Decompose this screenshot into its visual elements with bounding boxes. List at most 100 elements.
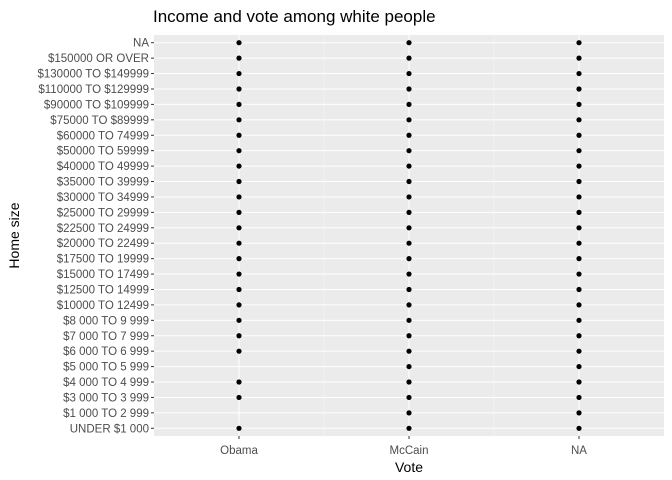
data-point xyxy=(406,379,412,385)
data-point xyxy=(236,394,242,401)
y-tick-label: $35000 TO 39999 xyxy=(57,177,149,189)
data-point xyxy=(406,410,412,416)
y-tick-label: $40000 TO 49999 xyxy=(57,161,149,173)
data-point xyxy=(576,55,582,61)
data-point xyxy=(576,302,582,308)
data-point xyxy=(236,86,242,92)
data-point xyxy=(406,225,412,231)
data-point xyxy=(576,271,582,277)
y-tick-label: $90000 TO $109999 xyxy=(44,99,149,111)
data-point xyxy=(236,256,242,262)
data-point xyxy=(406,40,412,46)
data-point xyxy=(576,286,582,293)
x-axis-title: Vote xyxy=(395,459,423,475)
x-tick-label: NA xyxy=(571,445,587,457)
data-point xyxy=(406,178,412,185)
data-point xyxy=(236,178,242,185)
data-point xyxy=(576,132,582,138)
y-tick-label: $130000 TO $149999 xyxy=(38,69,150,81)
y-tick-label: NA xyxy=(133,38,149,50)
data-point xyxy=(406,286,412,293)
data-point xyxy=(406,132,412,138)
data-point xyxy=(406,70,412,77)
data-point xyxy=(236,240,242,246)
data-point xyxy=(406,163,412,169)
data-point xyxy=(576,148,582,154)
data-point xyxy=(406,240,412,246)
x-axis-ticks: Obama McCain NA xyxy=(220,436,587,457)
data-point xyxy=(576,194,582,200)
data-point xyxy=(576,425,582,431)
chart-title: Income and vote among white people xyxy=(153,7,436,26)
data-point xyxy=(576,379,582,385)
data-point xyxy=(236,425,242,431)
data-point xyxy=(576,40,582,46)
data-point xyxy=(236,348,242,354)
y-tick-label: $75000 TO $89999 xyxy=(50,115,149,127)
y-tick-label: $8 000 TO 9 999 xyxy=(63,315,149,327)
data-point xyxy=(406,317,412,323)
data-point xyxy=(236,101,242,108)
data-point xyxy=(406,194,412,200)
data-point xyxy=(236,70,242,77)
y-tick-label: $3 000 TO 3 999 xyxy=(63,392,149,404)
data-point xyxy=(576,70,582,77)
y-tick-label: $4 000 TO 4 999 xyxy=(63,377,149,389)
y-tick-label: $22500 TO 24999 xyxy=(57,223,149,235)
data-point xyxy=(576,240,582,246)
data-point xyxy=(236,302,242,308)
y-axis-title: Home size xyxy=(6,202,22,268)
y-tick-label: $5 000 TO 5 999 xyxy=(63,362,149,374)
data-point xyxy=(406,425,412,431)
data-point xyxy=(236,55,242,61)
data-point xyxy=(236,209,242,215)
data-point xyxy=(576,117,582,123)
data-point xyxy=(406,348,412,354)
x-tick-label: McCain xyxy=(390,445,429,457)
y-tick-label: $6 000 TO 6 999 xyxy=(63,346,149,358)
y-tick-label: $50000 TO 59999 xyxy=(57,146,149,158)
data-point xyxy=(576,178,582,185)
data-point xyxy=(406,333,412,339)
y-tick-label: $20000 TO 22499 xyxy=(57,238,149,250)
data-point xyxy=(406,271,412,277)
data-point xyxy=(236,225,242,231)
data-point xyxy=(576,101,582,108)
data-point xyxy=(406,55,412,61)
data-point xyxy=(236,117,242,123)
x-tick-label: Obama xyxy=(220,445,258,457)
data-point xyxy=(406,209,412,215)
data-point xyxy=(576,348,582,354)
data-point xyxy=(236,271,242,277)
data-point xyxy=(576,209,582,215)
y-tick-label: $10000 TO 12499 xyxy=(57,300,149,312)
data-point xyxy=(236,163,242,169)
y-tick-label: $1 000 TO 2 999 xyxy=(63,408,149,420)
y-tick-label: $7 000 TO 7 999 xyxy=(63,331,149,343)
data-point xyxy=(576,394,582,401)
data-point xyxy=(236,40,242,46)
data-point xyxy=(576,225,582,231)
data-point xyxy=(576,256,582,262)
data-point xyxy=(406,256,412,262)
y-tick-label: $15000 TO 17499 xyxy=(57,269,149,281)
data-point xyxy=(576,410,582,416)
data-point xyxy=(576,317,582,323)
data-point xyxy=(406,302,412,308)
y-tick-label: $12500 TO 14999 xyxy=(57,284,149,296)
data-points xyxy=(236,40,582,431)
data-point xyxy=(236,317,242,323)
data-point xyxy=(576,363,582,370)
data-point xyxy=(236,194,242,200)
y-tick-label: $60000 TO 74999 xyxy=(57,130,149,142)
y-tick-label: $110000 TO $129999 xyxy=(38,84,149,96)
y-tick-label: UNDER $1 000 xyxy=(70,423,149,435)
y-tick-label: $25000 TO 29999 xyxy=(57,207,149,219)
data-point xyxy=(406,394,412,401)
data-point xyxy=(236,333,242,339)
y-tick-label: $30000 TO 34999 xyxy=(57,192,149,204)
data-point xyxy=(406,363,412,370)
data-point xyxy=(236,379,242,385)
data-point xyxy=(576,333,582,339)
